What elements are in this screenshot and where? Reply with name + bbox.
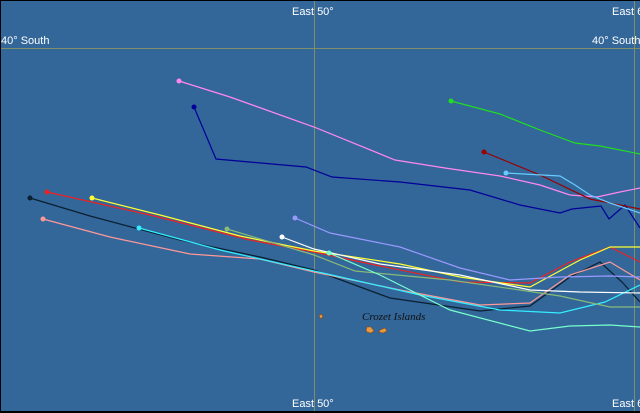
track-start-dot[interactable] — [176, 78, 182, 84]
track-navy — [193, 106, 640, 229]
track-start-dot[interactable] — [503, 170, 509, 176]
longitude-label-60-top: East 6 — [612, 6, 640, 18]
track-cyan — [138, 227, 640, 314]
track-black — [29, 197, 640, 312]
track-white — [281, 236, 640, 294]
track-start-dot[interactable] — [44, 189, 50, 195]
track-start-dot[interactable] — [481, 149, 487, 155]
track-pink — [42, 218, 640, 306]
latitude-label-right: 40° South — [592, 35, 640, 47]
track-lightblue — [505, 172, 640, 214]
track-start-dot[interactable] — [279, 234, 285, 240]
track-violet — [178, 80, 640, 198]
track-start-dot[interactable] — [191, 104, 197, 110]
track-start-dot[interactable] — [224, 226, 230, 232]
track-start-dot[interactable] — [326, 250, 332, 256]
track-sage — [226, 228, 640, 308]
track-green — [450, 100, 640, 155]
track-red — [46, 191, 640, 284]
track-periwinkle — [294, 217, 640, 281]
crozet-islands-shapes — [318, 313, 388, 334]
longitude-label-50-top: East 50° — [292, 6, 334, 18]
track-aquamarine — [328, 252, 640, 332]
island-icon — [318, 313, 324, 320]
latitude-label-left: 40° South — [1, 35, 50, 47]
longitude-label-60-bottom: East 6 — [612, 398, 640, 410]
track-start-dot[interactable] — [448, 98, 454, 104]
island-icon — [378, 327, 388, 334]
track-start-dot[interactable] — [89, 195, 95, 201]
crozet-islands-label: Crozet Islands — [362, 311, 426, 323]
track-start-dot[interactable] — [40, 216, 46, 222]
track-start-dot[interactable] — [27, 195, 33, 201]
longitude-label-50-bottom: East 50° — [292, 398, 334, 410]
island-icon — [365, 326, 375, 334]
track-darkred — [483, 151, 640, 210]
track-start-dot[interactable] — [292, 215, 298, 221]
track-yellow — [91, 197, 640, 288]
track-start-dot[interactable] — [136, 225, 142, 231]
